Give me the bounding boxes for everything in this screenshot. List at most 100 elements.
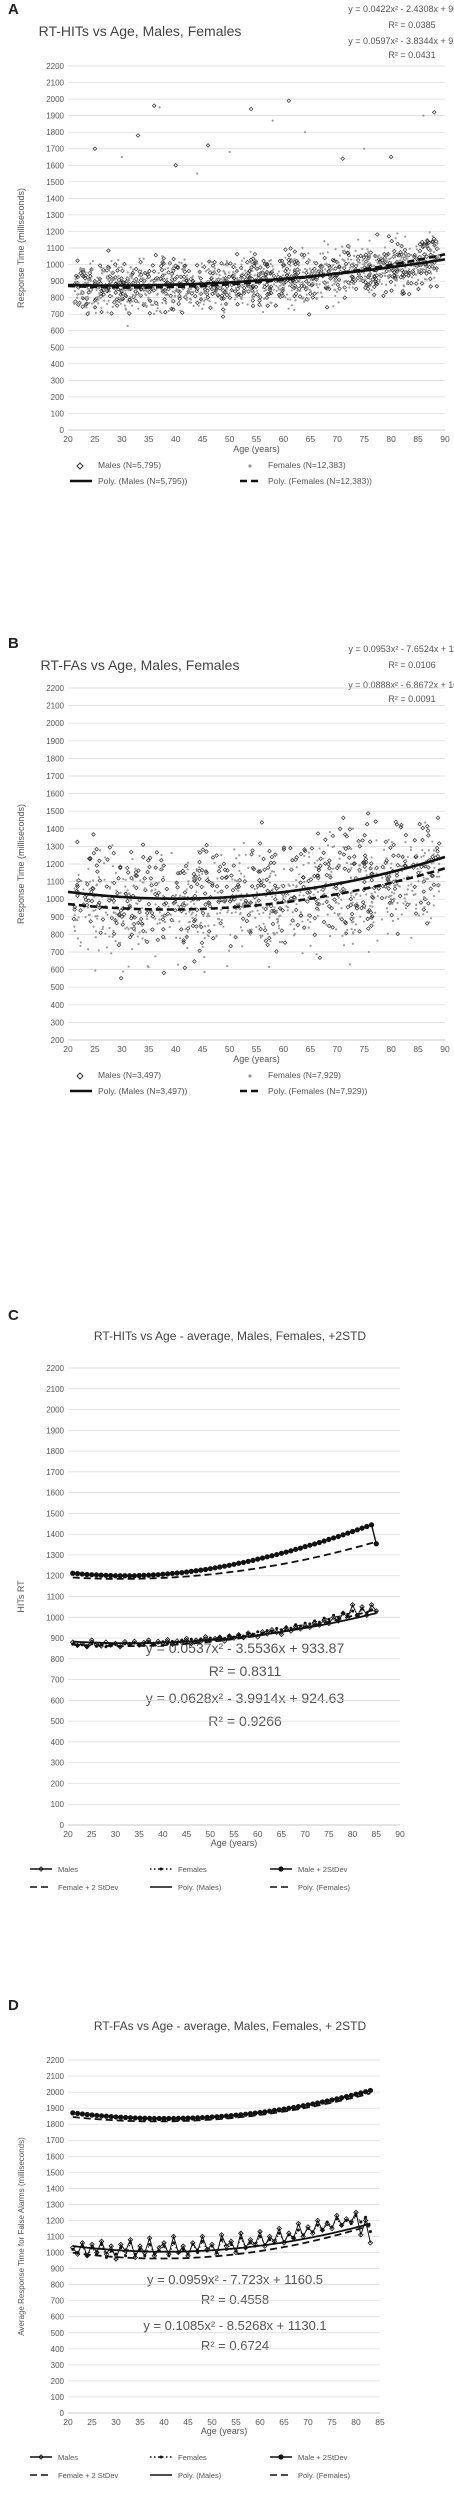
- trendline: [72, 2092, 371, 2123]
- data-point: [391, 919, 395, 923]
- data-point: [317, 1620, 321, 1624]
- data-point: [298, 281, 301, 284]
- data-point: [316, 867, 322, 873]
- data-point: [84, 271, 87, 274]
- data-point: [391, 274, 395, 277]
- data-point: [154, 888, 157, 891]
- data-point: [243, 875, 246, 878]
- data-point: [414, 893, 417, 896]
- data-point: [217, 286, 220, 289]
- data-point: [372, 253, 378, 259]
- data-point: [268, 260, 271, 263]
- data-point: [358, 2090, 364, 2096]
- data-point: [318, 847, 321, 850]
- data-point: [405, 893, 409, 896]
- data-point: [319, 252, 322, 255]
- data-point: [141, 277, 145, 280]
- data-point: [198, 1567, 204, 1573]
- data-point: [80, 304, 86, 310]
- data-point: [387, 874, 390, 877]
- data-point: [360, 278, 363, 281]
- data-point: [270, 270, 274, 273]
- data-point: [115, 890, 120, 896]
- data-point: [393, 897, 396, 900]
- data-point: [430, 854, 435, 860]
- data-point: [283, 286, 286, 289]
- data-point: [265, 888, 270, 894]
- legend-label: Female + 2 StDev: [58, 1883, 118, 1892]
- data-point: [295, 922, 301, 928]
- data-point: [218, 273, 221, 277]
- data-point: [137, 2115, 143, 2121]
- data-point: [392, 267, 396, 271]
- chart-panel-d: DRT-FAs vs Age - average, Males, Females…: [8, 1997, 385, 2480]
- data-point: [258, 2235, 262, 2238]
- data-point: [234, 286, 237, 289]
- trendline-equation: R² = 0.8311: [209, 1663, 282, 1679]
- data-point: [75, 274, 80, 280]
- data-point: [104, 911, 108, 914]
- data-point: [395, 241, 400, 247]
- y-tick-label: 1100: [47, 244, 65, 253]
- data-point: [114, 297, 120, 302]
- data-point: [284, 1625, 288, 1629]
- series-poly-females-n-12-383-: [67, 253, 446, 289]
- data-point: [90, 302, 94, 305]
- x-tick-label: 20: [63, 434, 73, 444]
- data-point: [80, 269, 86, 275]
- data-point: [131, 857, 134, 861]
- data-point: [350, 866, 353, 869]
- data-point: [118, 975, 124, 981]
- data-point: [400, 256, 403, 259]
- data-point: [162, 274, 165, 277]
- data-point: [221, 1563, 228, 1569]
- data-point: [203, 925, 207, 928]
- data-point: [267, 272, 270, 275]
- y-tick-label: 900: [51, 2265, 65, 2274]
- y-tick-label: 2000: [46, 2088, 64, 2097]
- data-point: [80, 290, 83, 293]
- data-point: [349, 868, 352, 871]
- data-point: [171, 266, 177, 271]
- data-point: [203, 291, 206, 294]
- data-point: [366, 926, 371, 931]
- data-point: [312, 932, 318, 938]
- data-point: [286, 260, 292, 266]
- data-point: [214, 884, 220, 889]
- data-point: [405, 902, 410, 908]
- data-point: [83, 273, 89, 278]
- data-point: [103, 299, 106, 302]
- data-point: [108, 2243, 114, 2249]
- data-point: [161, 256, 166, 261]
- data-point: [422, 896, 428, 902]
- data-point: [162, 875, 165, 878]
- data-point: [124, 878, 127, 881]
- data-point: [89, 2112, 95, 2118]
- data-point: [112, 902, 115, 905]
- data-point: [256, 909, 259, 912]
- data-point: [303, 854, 306, 858]
- data-point: [259, 934, 262, 937]
- data-point: [197, 849, 200, 853]
- data-point: [351, 932, 355, 935]
- data-point: [436, 246, 439, 249]
- data-point: [212, 259, 217, 265]
- data-point: [103, 2113, 109, 2119]
- data-point: [319, 291, 323, 294]
- data-point: [366, 263, 372, 268]
- data-point: [415, 245, 418, 248]
- data-point: [221, 1638, 228, 1644]
- data-point: [225, 277, 228, 280]
- data-point: [159, 267, 165, 273]
- data-point: [100, 306, 103, 309]
- data-point: [386, 234, 392, 239]
- data-point: [229, 287, 234, 293]
- data-point: [315, 873, 321, 878]
- data-point: [91, 850, 97, 856]
- data-point: [188, 910, 191, 913]
- data-point: [364, 1523, 370, 1530]
- data-point: [224, 874, 230, 880]
- data-point: [294, 855, 299, 860]
- data-point: [288, 272, 291, 275]
- data-point: [124, 885, 127, 888]
